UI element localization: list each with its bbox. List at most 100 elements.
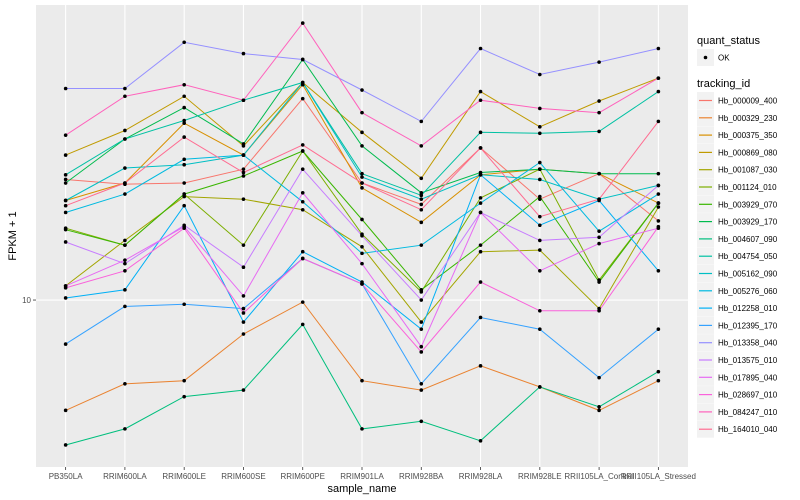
x-axis-title: sample_name — [327, 483, 396, 495]
legend-label-Hb_017895_040: Hb_017895_040 — [718, 373, 778, 382]
data-point-Hb_000375_350 — [182, 121, 186, 125]
data-point-Hb_004754_050 — [123, 137, 127, 141]
data-point-Hb_013575_010 — [123, 261, 127, 266]
data-point-Hb_028697_010 — [597, 308, 601, 313]
data-point-Hb_012258_010 — [538, 223, 542, 228]
data-point-Hb_001087_030 — [360, 244, 364, 249]
data-point-Hb_000329_230 — [241, 332, 246, 336]
data-point-Hb_003929_070 — [478, 243, 483, 247]
data-point-Hb_001087_030 — [419, 320, 424, 324]
data-point-Hb_004754_050 — [656, 89, 661, 94]
legend-label-Hb_001087_030: Hb_001087_030 — [718, 166, 778, 175]
data-point-Hb_003929_070 — [63, 227, 68, 232]
data-point-Hb_000009_400 — [182, 181, 186, 185]
data-point-Hb_004607_090 — [300, 322, 305, 327]
legend-label-Hb_028697_010: Hb_028697_010 — [718, 391, 778, 400]
data-point-Hb_004607_090 — [63, 443, 68, 447]
data-point-Hb_013358_040 — [538, 72, 542, 77]
data-point-Hb_164010_040 — [419, 207, 424, 212]
legend-color-title: tracking_id — [697, 78, 750, 90]
data-point-Hb_013358_040 — [241, 51, 246, 56]
x-tick-label: RRII105LA_Control — [564, 472, 634, 481]
legend-label-Hb_084247_010: Hb_084247_010 — [718, 408, 778, 417]
data-point-Hb_012395_170 — [656, 327, 661, 331]
legend: quant_status OK tracking_id Hb_000009_40… — [697, 35, 778, 438]
data-point-Hb_003929_170 — [538, 167, 542, 171]
x-tick-label: RRIM600SE — [221, 472, 265, 481]
data-point-Hb_005162_090 — [182, 162, 186, 167]
legend-label-Hb_001124_010: Hb_001124_010 — [718, 183, 777, 192]
y-axis: 10 — [22, 296, 36, 305]
data-point-Hb_003929_070 — [123, 243, 127, 247]
data-point-Hb_001124_010 — [478, 196, 483, 200]
data-point-Hb_003929_170 — [63, 181, 68, 185]
data-point-Hb_005162_090 — [63, 198, 68, 203]
legend-label-Hb_000329_230: Hb_000329_230 — [718, 114, 778, 123]
x-tick-label: PB350LA — [49, 472, 83, 481]
data-point-Hb_028697_010 — [478, 280, 483, 284]
data-point-Hb_004607_090 — [597, 405, 601, 409]
data-point-Hb_005162_090 — [360, 175, 364, 179]
data-point-Hb_013358_040 — [478, 46, 483, 51]
data-point-Hb_012258_010 — [182, 203, 186, 208]
legend-label-Hb_000009_400: Hb_000009_400 — [718, 97, 778, 106]
data-point-Hb_001087_030 — [241, 197, 246, 201]
data-point-Hb_000329_230 — [123, 381, 127, 386]
data-point-Hb_012258_010 — [123, 288, 127, 292]
data-point-Hb_164010_040 — [597, 197, 601, 201]
data-point-Hb_084247_010 — [63, 133, 68, 137]
data-point-Hb_004607_090 — [538, 385, 542, 389]
data-point-Hb_084247_010 — [182, 82, 186, 87]
data-point-Hb_000869_080 — [63, 153, 68, 157]
data-point-Hb_000009_400 — [300, 96, 305, 101]
legend-label-Hb_013575_010: Hb_013575_010 — [718, 356, 778, 365]
data-point-Hb_005276_060 — [478, 201, 483, 205]
data-point-Hb_003929_170 — [182, 105, 186, 110]
data-point-Hb_004754_050 — [478, 130, 483, 135]
data-point-Hb_005162_090 — [300, 80, 305, 85]
data-point-Hb_003929_070 — [360, 217, 364, 222]
data-point-Hb_013575_010 — [300, 167, 305, 171]
data-point-Hb_012395_170 — [597, 375, 601, 380]
y-axis-title: FPKM + 1 — [7, 211, 19, 260]
data-point-Hb_003929_170 — [419, 191, 424, 195]
data-point-Hb_013575_010 — [419, 298, 424, 302]
data-point-Hb_084247_010 — [360, 110, 364, 115]
data-point-Hb_017895_040 — [419, 344, 424, 349]
data-point-Hb_012395_170 — [182, 302, 186, 307]
data-point-Hb_001087_030 — [182, 194, 186, 199]
data-point-Hb_028697_010 — [123, 269, 127, 273]
data-point-Hb_164010_040 — [478, 146, 483, 150]
data-point-Hb_005276_060 — [538, 160, 542, 165]
data-point-Hb_013358_040 — [419, 119, 424, 124]
data-point-Hb_004754_050 — [182, 118, 186, 123]
x-tick-label: RRIM928LE — [518, 472, 562, 481]
data-point-Hb_012258_010 — [656, 269, 661, 273]
data-point-Hb_005276_060 — [656, 192, 661, 196]
data-point-Hb_005276_060 — [597, 229, 601, 233]
legend-label-OK: OK — [718, 54, 730, 63]
data-point-Hb_012258_010 — [419, 327, 424, 331]
data-point-Hb_000869_080 — [478, 89, 483, 94]
data-point-Hb_013575_010 — [656, 183, 661, 188]
legend-label-Hb_005276_060: Hb_005276_060 — [718, 287, 778, 296]
data-point-Hb_017895_040 — [123, 258, 127, 262]
data-point-Hb_003929_070 — [300, 149, 305, 153]
data-point-Hb_084247_010 — [123, 94, 127, 99]
data-point-Hb_000329_230 — [360, 378, 364, 383]
data-point-Hb_005276_060 — [360, 251, 364, 256]
data-point-Hb_003929_170 — [597, 171, 601, 176]
data-point-Hb_012395_170 — [478, 315, 483, 320]
data-point-Hb_004607_090 — [478, 439, 483, 443]
data-point-Hb_164010_040 — [656, 119, 661, 124]
legend-label-Hb_003929_170: Hb_003929_170 — [718, 218, 778, 227]
legend-label-Hb_000869_080: Hb_000869_080 — [718, 148, 778, 157]
legend-label-Hb_003929_070: Hb_003929_070 — [718, 200, 778, 209]
data-point-Hb_004607_090 — [123, 427, 127, 431]
data-point-Hb_000869_080 — [360, 130, 364, 135]
data-point-Hb_000329_230 — [419, 388, 424, 392]
legend-label-Hb_012258_010: Hb_012258_010 — [718, 304, 778, 313]
data-point-Hb_004754_050 — [419, 193, 424, 198]
data-point-Hb_084247_010 — [300, 21, 305, 25]
data-point-Hb_005276_060 — [63, 210, 68, 215]
